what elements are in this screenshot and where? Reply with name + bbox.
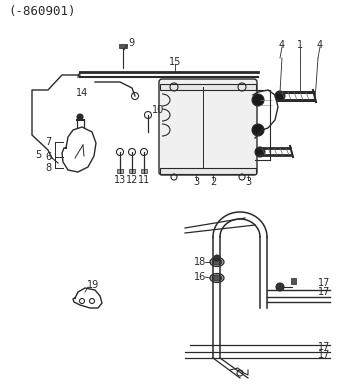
Circle shape [77, 114, 83, 120]
Text: 3: 3 [245, 177, 251, 187]
Text: 5: 5 [35, 150, 41, 160]
Ellipse shape [210, 274, 224, 282]
Text: 16: 16 [194, 272, 206, 282]
Text: 14: 14 [76, 88, 88, 98]
Text: 17: 17 [318, 350, 330, 360]
Text: 3: 3 [193, 177, 199, 187]
Text: 13: 13 [114, 175, 126, 185]
Circle shape [255, 147, 265, 157]
Bar [129, 169, 135, 173]
Bar [141, 169, 147, 173]
Ellipse shape [212, 259, 222, 265]
Bar [291, 278, 296, 284]
Text: 7: 7 [45, 137, 51, 147]
Ellipse shape [210, 258, 224, 267]
Text: 4: 4 [279, 40, 285, 50]
Text: 6: 6 [45, 152, 51, 162]
Text: 17: 17 [318, 287, 330, 297]
Text: 2: 2 [210, 177, 216, 187]
Bar [117, 169, 123, 173]
Text: 1: 1 [297, 40, 303, 50]
Text: 4: 4 [317, 40, 323, 50]
Text: 19: 19 [87, 280, 99, 290]
Text: 17: 17 [318, 342, 330, 352]
Bar [119, 44, 127, 48]
Text: 12: 12 [126, 175, 138, 185]
Text: 11: 11 [138, 175, 150, 185]
Text: 9: 9 [128, 38, 134, 48]
Text: 15: 15 [169, 57, 181, 67]
FancyBboxPatch shape [159, 79, 257, 175]
Circle shape [275, 91, 285, 101]
Bar [160, 84, 256, 90]
Text: (-860901): (-860901) [8, 5, 75, 19]
Text: 8: 8 [45, 163, 51, 173]
Circle shape [252, 94, 264, 106]
Circle shape [276, 283, 284, 291]
Ellipse shape [212, 275, 222, 281]
Circle shape [252, 124, 264, 136]
Bar [160, 168, 256, 174]
Text: 17: 17 [318, 278, 330, 288]
Text: 10: 10 [152, 105, 164, 115]
Text: 18: 18 [194, 257, 206, 267]
Circle shape [214, 255, 220, 261]
